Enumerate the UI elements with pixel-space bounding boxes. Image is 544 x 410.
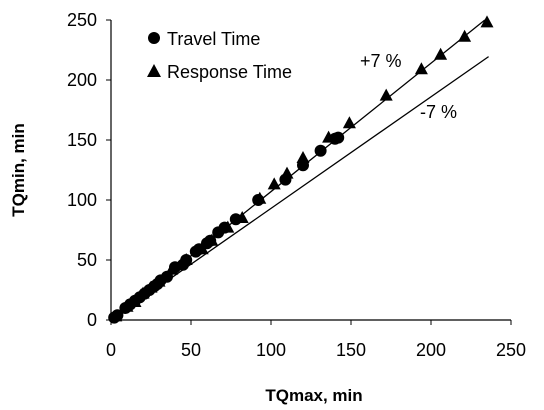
data-points xyxy=(108,15,494,324)
response-time-point xyxy=(136,286,150,299)
travel-time-point xyxy=(332,131,345,144)
y-tick-label: 250 xyxy=(67,10,97,30)
minus-7-percent-label: -7 % xyxy=(420,102,457,122)
legend: Travel Time Response Time xyxy=(147,29,292,82)
y-tick-label: 50 xyxy=(77,250,97,270)
response-time-point xyxy=(152,274,166,287)
minus-7-percent-line xyxy=(110,56,489,321)
response-time-point xyxy=(221,220,235,233)
y-axis-title: TQmin, min xyxy=(9,123,28,217)
x-tick-label: 200 xyxy=(416,340,446,360)
response-time-point xyxy=(434,47,448,60)
x-tick-label: 100 xyxy=(256,340,286,360)
response-time-point xyxy=(267,177,281,190)
y-tick-label: 100 xyxy=(67,190,97,210)
response-time-point xyxy=(195,242,209,255)
x-tick-label: 250 xyxy=(496,340,526,360)
response-time-point xyxy=(120,299,134,312)
tick-labels: 0 50 100 150 200 250 0 50 100 150 200 250 xyxy=(67,10,526,360)
response-time-point xyxy=(414,62,428,75)
response-time-point xyxy=(165,262,179,275)
legend-circle-marker xyxy=(148,32,160,44)
response-time-point xyxy=(253,191,267,204)
y-tick-label: 0 xyxy=(87,310,97,330)
axes xyxy=(106,19,512,325)
plus-7-percent-label: +7 % xyxy=(360,51,402,71)
response-time-point xyxy=(458,29,472,42)
response-time-point xyxy=(109,309,123,322)
response-time-point xyxy=(296,151,310,163)
response-time-point xyxy=(280,166,294,179)
x-tick-label: 0 xyxy=(106,340,116,360)
response-time-point xyxy=(480,15,494,28)
response-time-point xyxy=(144,280,158,293)
y-tick-label: 200 xyxy=(67,70,97,90)
legend-travel-time: Travel Time xyxy=(167,29,260,49)
response-time-point xyxy=(322,130,336,143)
response-time-point xyxy=(128,295,142,307)
response-time-point xyxy=(205,233,219,246)
travel-time-point xyxy=(314,144,327,157)
x-tick-label: 150 xyxy=(336,340,366,360)
legend-response-time: Response Time xyxy=(167,62,292,82)
x-axis-title: TQmax, min xyxy=(265,386,362,405)
response-time-point xyxy=(235,211,249,223)
legend-triangle-marker xyxy=(147,64,161,77)
response-time-point xyxy=(179,253,193,265)
response-time-point xyxy=(379,88,393,101)
response-time-point xyxy=(342,116,356,129)
y-tick-label: 150 xyxy=(67,130,97,150)
x-tick-label: 50 xyxy=(181,340,201,360)
